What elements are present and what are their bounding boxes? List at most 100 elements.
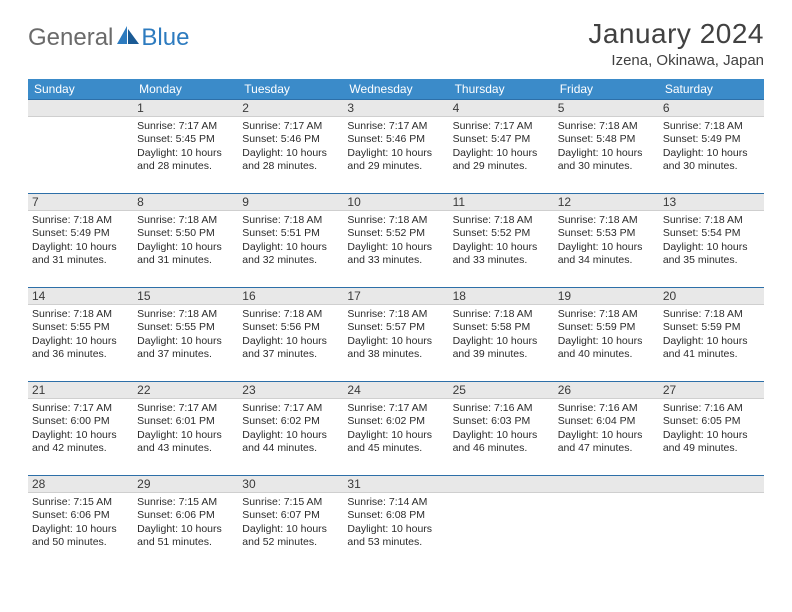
day-details: Sunrise: 7:17 AMSunset: 6:02 PMDaylight:… — [347, 402, 444, 456]
day-cell-inner: 9Sunrise: 7:18 AMSunset: 5:51 PMDaylight… — [238, 193, 343, 287]
day-number: 14 — [28, 287, 133, 305]
day-number: 12 — [554, 193, 659, 211]
day-cell-inner: 23 Sunrise: 7:17 AMSunset: 6:02 PMDayligh… — [238, 381, 343, 475]
day-number: 5 — [554, 99, 659, 117]
day-cell: 1Sunrise: 7:17 AMSunset: 5:45 PMDaylight… — [133, 99, 238, 193]
day-details: Sunrise: 7:17 AMSunset: 6:02 PMDaylight:… — [242, 402, 339, 456]
sunrise-line: Sunrise: 7:17 AM — [242, 402, 339, 415]
day-number: 15 — [133, 287, 238, 305]
sunrise-line: Sunrise: 7:18 AM — [453, 308, 550, 321]
day-details: Sunrise: 7:18 AMSunset: 5:49 PMDaylight:… — [663, 120, 760, 174]
daylight-line: Daylight: 10 hours and 28 minutes. — [137, 147, 234, 174]
sunset-line: Sunset: 6:04 PM — [558, 415, 655, 428]
day-cell: 10Sunrise: 7:18 AMSunset: 5:52 PMDayligh… — [343, 193, 448, 287]
day-cell: 30Sunrise: 7:15 AMSunset: 6:07 PMDayligh… — [238, 475, 343, 569]
day-cell: 7 Sunrise: 7:18 AMSunset: 5:49 PMDaylight… — [28, 193, 133, 287]
sunrise-line: Sunrise: 7:17 AM — [137, 402, 234, 415]
daylight-line: Daylight: 10 hours and 31 minutes. — [32, 241, 129, 268]
day-cell-inner: 14 Sunrise: 7:18 AMSunset: 5:55 PMDayligh… — [28, 287, 133, 381]
sunset-line: Sunset: 5:52 PM — [347, 227, 444, 240]
sunset-line: Sunset: 6:06 PM — [137, 509, 234, 522]
sunrise-line: Sunrise: 7:14 AM — [347, 496, 444, 509]
sunrise-line: Sunrise: 7:18 AM — [663, 308, 760, 321]
day-number: 7 — [28, 193, 133, 211]
sunrise-line: Sunrise: 7:18 AM — [347, 308, 444, 321]
daylight-line: Daylight: 10 hours and 38 minutes. — [347, 335, 444, 362]
day-details: Sunrise: 7:18 AMSunset: 5:57 PMDaylight:… — [347, 308, 444, 362]
day-cell: 6 Sunrise: 7:18 AMSunset: 5:49 PMDaylight… — [659, 99, 764, 193]
day-cell — [554, 475, 659, 569]
day-cell: 16Sunrise: 7:18 AMSunset: 5:56 PMDayligh… — [238, 287, 343, 381]
daylight-line: Daylight: 10 hours and 29 minutes. — [347, 147, 444, 174]
day-cell-inner — [28, 99, 133, 193]
day-number: 19 — [554, 287, 659, 305]
day-cell: 22Sunrise: 7:17 AMSunset: 6:01 PMDayligh… — [133, 381, 238, 475]
weekday-header: Tuesday — [238, 79, 343, 99]
daylight-line: Daylight: 10 hours and 46 minutes. — [453, 429, 550, 456]
empty-day-bar — [449, 475, 554, 493]
day-details: Sunrise: 7:18 AMSunset: 5:54 PMDaylight:… — [663, 214, 760, 268]
location-text: Izena, Okinawa, Japan — [588, 52, 764, 69]
sunrise-line: Sunrise: 7:18 AM — [663, 120, 760, 133]
calendar-page: General Blue January 2024 Izena, Okinawa… — [0, 0, 792, 569]
day-details: Sunrise: 7:18 AMSunset: 5:59 PMDaylight:… — [558, 308, 655, 362]
sunrise-line: Sunrise: 7:18 AM — [347, 214, 444, 227]
sunset-line: Sunset: 5:59 PM — [558, 321, 655, 334]
day-cell: 29Sunrise: 7:15 AMSunset: 6:06 PMDayligh… — [133, 475, 238, 569]
day-details: Sunrise: 7:16 AMSunset: 6:05 PMDaylight:… — [663, 402, 760, 456]
day-number: 1 — [133, 99, 238, 117]
day-details: Sunrise: 7:18 AMSunset: 5:55 PMDaylight:… — [32, 308, 129, 362]
day-details: Sunrise: 7:17 AMSunset: 6:01 PMDaylight:… — [137, 402, 234, 456]
day-cell-inner: 20Sunrise: 7:18 AMSunset: 5:59 PMDayligh… — [659, 287, 764, 381]
day-cell-inner: 3Sunrise: 7:17 AMSunset: 5:46 PMDaylight… — [343, 99, 448, 193]
sunrise-line: Sunrise: 7:18 AM — [453, 214, 550, 227]
day-cell-inner: 11Sunrise: 7:18 AMSunset: 5:52 PMDayligh… — [449, 193, 554, 287]
header: General Blue January 2024 Izena, Okinawa… — [28, 18, 764, 69]
daylight-line: Daylight: 10 hours and 50 minutes. — [32, 523, 129, 550]
day-details: Sunrise: 7:18 AMSunset: 5:52 PMDaylight:… — [453, 214, 550, 268]
daylight-line: Daylight: 10 hours and 36 minutes. — [32, 335, 129, 362]
day-cell: 4Sunrise: 7:17 AMSunset: 5:47 PMDaylight… — [449, 99, 554, 193]
sunset-line: Sunset: 6:03 PM — [453, 415, 550, 428]
day-cell-inner: 13Sunrise: 7:18 AMSunset: 5:54 PMDayligh… — [659, 193, 764, 287]
day-cell: 21Sunrise: 7:17 AMSunset: 6:00 PMDayligh… — [28, 381, 133, 475]
daylight-line: Daylight: 10 hours and 29 minutes. — [453, 147, 550, 174]
day-cell-inner: 26Sunrise: 7:16 AMSunset: 6:04 PMDayligh… — [554, 381, 659, 475]
daylight-line: Daylight: 10 hours and 28 minutes. — [242, 147, 339, 174]
day-cell-inner: 7 Sunrise: 7:18 AMSunset: 5:49 PMDaylight… — [28, 193, 133, 287]
sunrise-line: Sunrise: 7:18 AM — [242, 214, 339, 227]
day-number: 10 — [343, 193, 448, 211]
day-details: Sunrise: 7:18 AMSunset: 5:49 PMDaylight:… — [32, 214, 129, 268]
daylight-line: Daylight: 10 hours and 31 minutes. — [137, 241, 234, 268]
weekday-header: Saturday — [659, 79, 764, 99]
day-number: 6 — [659, 99, 764, 117]
day-cell-inner — [449, 475, 554, 569]
day-number: 31 — [343, 475, 448, 493]
sunrise-line: Sunrise: 7:17 AM — [453, 120, 550, 133]
daylight-line: Daylight: 10 hours and 42 minutes. — [32, 429, 129, 456]
sunset-line: Sunset: 6:06 PM — [32, 509, 129, 522]
sunrise-line: Sunrise: 7:17 AM — [137, 120, 234, 133]
daylight-line: Daylight: 10 hours and 45 minutes. — [347, 429, 444, 456]
sunset-line: Sunset: 5:55 PM — [32, 321, 129, 334]
daylight-line: Daylight: 10 hours and 53 minutes. — [347, 523, 444, 550]
sunrise-line: Sunrise: 7:17 AM — [347, 402, 444, 415]
sunrise-line: Sunrise: 7:18 AM — [242, 308, 339, 321]
daylight-line: Daylight: 10 hours and 39 minutes. — [453, 335, 550, 362]
page-title: January 2024 — [588, 18, 764, 50]
sunset-line: Sunset: 6:00 PM — [32, 415, 129, 428]
day-number: 16 — [238, 287, 343, 305]
day-number: 21 — [28, 381, 133, 399]
logo-text-2: Blue — [141, 24, 189, 52]
daylight-line: Daylight: 10 hours and 30 minutes. — [558, 147, 655, 174]
day-cell: 17Sunrise: 7:18 AMSunset: 5:57 PMDayligh… — [343, 287, 448, 381]
day-cell: 27Sunrise: 7:16 AMSunset: 6:05 PMDayligh… — [659, 381, 764, 475]
day-cell-inner: 6 Sunrise: 7:18 AMSunset: 5:49 PMDaylight… — [659, 99, 764, 193]
sunset-line: Sunset: 6:07 PM — [242, 509, 339, 522]
day-number: 23 — [238, 381, 343, 399]
day-cell — [28, 99, 133, 193]
daylight-line: Daylight: 10 hours and 35 minutes. — [663, 241, 760, 268]
title-block: January 2024 Izena, Okinawa, Japan — [588, 18, 764, 69]
sunrise-line: Sunrise: 7:17 AM — [242, 120, 339, 133]
weekday-header: Sunday — [28, 79, 133, 99]
